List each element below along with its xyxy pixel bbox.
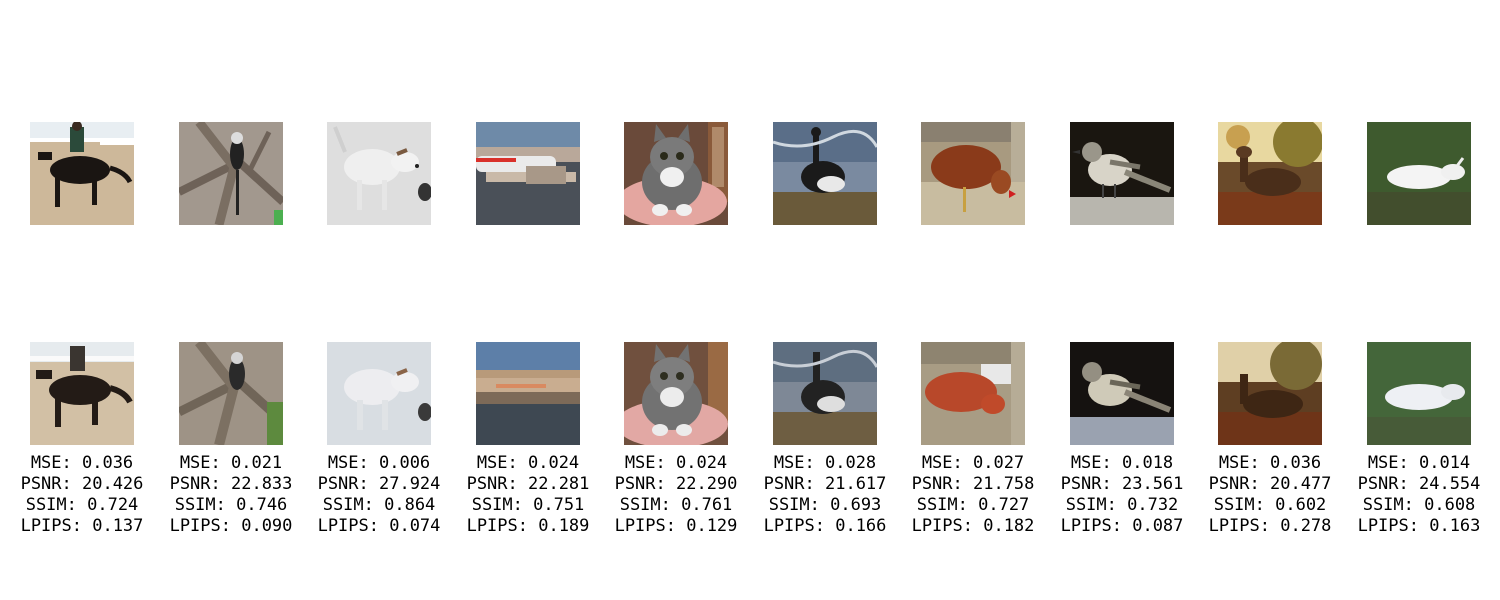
ssim-value: SSIM: 0.751 <box>471 495 585 515</box>
lpips-value: LPIPS: 0.087 <box>1060 516 1184 536</box>
metrics-block: MSE: 0.036 PSNR: 20.477 SSIM: 0.602 LPIP… <box>1195 453 1345 537</box>
psnr-value: PSNR: 24.554 <box>1357 474 1481 494</box>
metrics-block: MSE: 0.027 PSNR: 21.758 SSIM: 0.727 LPIP… <box>898 453 1048 537</box>
mse-value: MSE: 0.006 <box>327 453 431 473</box>
original-image-airplane <box>476 122 580 225</box>
mse-value: MSE: 0.018 <box>1070 453 1174 473</box>
reconstructed-image-white-deer-on-grass <box>1367 342 1471 445</box>
reconstructed-image-deer-in-autumn <box>1218 342 1322 445</box>
metrics-block: MSE: 0.006 PSNR: 27.924 SSIM: 0.864 LPIP… <box>304 453 454 537</box>
reconstructed-image-horse-rider <box>30 342 134 445</box>
mse-value: MSE: 0.036 <box>1218 453 1322 473</box>
lpips-value: LPIPS: 0.129 <box>614 516 738 536</box>
psnr-value: PSNR: 22.281 <box>466 474 590 494</box>
lpips-value: LPIPS: 0.166 <box>763 516 887 536</box>
ssim-value: SSIM: 0.608 <box>1362 495 1476 515</box>
reconstructed-image-hen-on-fence <box>921 342 1025 445</box>
metrics-block: MSE: 0.018 PSNR: 23.561 SSIM: 0.732 LPIP… <box>1047 453 1197 537</box>
psnr-value: PSNR: 22.290 <box>614 474 738 494</box>
lpips-value: LPIPS: 0.189 <box>466 516 590 536</box>
lpips-value: LPIPS: 0.090 <box>169 516 293 536</box>
mse-value: MSE: 0.028 <box>773 453 877 473</box>
psnr-value: PSNR: 20.477 <box>1208 474 1332 494</box>
mse-value: MSE: 0.021 <box>179 453 283 473</box>
psnr-value: PSNR: 21.758 <box>911 474 1035 494</box>
mse-value: MSE: 0.036 <box>30 453 134 473</box>
reconstructed-image-duck-in-water <box>773 342 877 445</box>
lpips-value: LPIPS: 0.074 <box>317 516 441 536</box>
ssim-value: SSIM: 0.693 <box>768 495 882 515</box>
metrics-block: MSE: 0.024 PSNR: 22.290 SSIM: 0.761 LPIP… <box>601 453 751 537</box>
metrics-block: MSE: 0.021 PSNR: 22.833 SSIM: 0.746 LPIP… <box>156 453 306 537</box>
mse-value: MSE: 0.024 <box>624 453 728 473</box>
metrics-block: MSE: 0.014 PSNR: 24.554 SSIM: 0.608 LPIP… <box>1344 453 1494 537</box>
ssim-value: SSIM: 0.746 <box>174 495 288 515</box>
metrics-block: MSE: 0.024 PSNR: 22.281 SSIM: 0.751 LPIP… <box>453 453 603 537</box>
psnr-value: PSNR: 27.924 <box>317 474 441 494</box>
original-image-hen-on-fence <box>921 122 1025 225</box>
psnr-value: PSNR: 22.833 <box>169 474 293 494</box>
ssim-value: SSIM: 0.761 <box>619 495 733 515</box>
reconstructed-image-mockingbird <box>1070 342 1174 445</box>
ssim-value: SSIM: 0.864 <box>322 495 436 515</box>
psnr-value: PSNR: 21.617 <box>763 474 887 494</box>
reconstructed-image-white-dog <box>327 342 431 445</box>
mse-value: MSE: 0.024 <box>476 453 580 473</box>
lpips-value: LPIPS: 0.278 <box>1208 516 1332 536</box>
ssim-value: SSIM: 0.724 <box>25 495 139 515</box>
psnr-value: PSNR: 20.426 <box>20 474 144 494</box>
reconstructed-image-airplane <box>476 342 580 445</box>
original-image-monkey-on-branch <box>179 122 283 225</box>
mse-value: MSE: 0.027 <box>921 453 1025 473</box>
original-image-duck-in-water <box>773 122 877 225</box>
original-image-deer-in-autumn <box>1218 122 1322 225</box>
original-image-mockingbird <box>1070 122 1174 225</box>
original-image-tabby-cat <box>624 122 728 225</box>
lpips-value: LPIPS: 0.163 <box>1357 516 1481 536</box>
ssim-value: SSIM: 0.732 <box>1065 495 1179 515</box>
ssim-value: SSIM: 0.727 <box>916 495 1030 515</box>
original-image-white-deer-on-grass <box>1367 122 1471 225</box>
reconstructed-image-tabby-cat <box>624 342 728 445</box>
mse-value: MSE: 0.014 <box>1367 453 1471 473</box>
lpips-value: LPIPS: 0.137 <box>20 516 144 536</box>
original-image-white-dog <box>327 122 431 225</box>
metrics-block: MSE: 0.036 PSNR: 20.426 SSIM: 0.724 LPIP… <box>7 453 157 537</box>
lpips-value: LPIPS: 0.182 <box>911 516 1035 536</box>
reconstructed-image-monkey-on-branch <box>179 342 283 445</box>
original-image-horse-rider <box>30 122 134 225</box>
ssim-value: SSIM: 0.602 <box>1213 495 1327 515</box>
metrics-block: MSE: 0.028 PSNR: 21.617 SSIM: 0.693 LPIP… <box>750 453 900 537</box>
psnr-value: PSNR: 23.561 <box>1060 474 1184 494</box>
